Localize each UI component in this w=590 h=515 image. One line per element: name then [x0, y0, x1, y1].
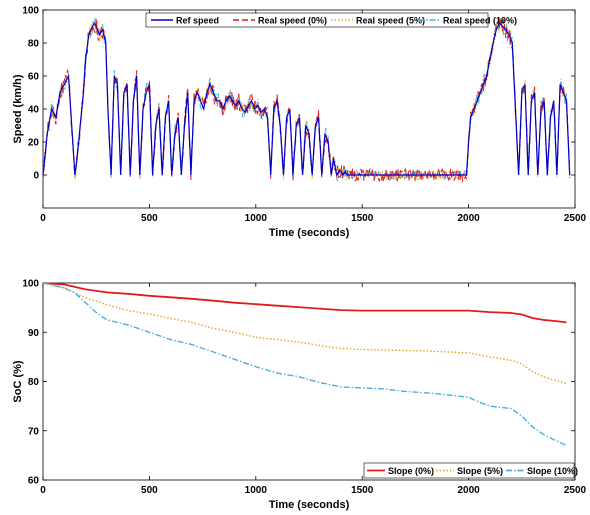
y-tick-label: 70	[28, 426, 40, 437]
x-tick-label: 2000	[457, 485, 480, 496]
speed-chart: 0 500 1000 1500 2000 2500 100 80 60 40 20 0 Time (se…	[12, 6, 587, 240]
series-line-slope-5	[42, 282, 567, 385]
y-tick-label: 100	[22, 279, 39, 290]
y-tick-label: 40	[28, 105, 40, 116]
y-tick-label: 0	[33, 171, 39, 182]
legend-label: Real speed (10%)	[443, 16, 517, 26]
x-tick-label: 2500	[564, 485, 587, 496]
series-line-slope-0	[42, 282, 567, 324]
x-axis-label: Time (seconds)	[269, 227, 350, 239]
series-line-ref-speed	[42, 21, 571, 177]
legend-label: Real speed (5%)	[356, 16, 425, 26]
x-tick-label: 1500	[351, 485, 374, 496]
x-tick-label: 0	[40, 485, 46, 496]
plot-area	[42, 9, 576, 209]
x-tick-label: 1000	[245, 213, 268, 224]
x-tick-label: 500	[141, 485, 158, 496]
x-tick-label: 1000	[245, 485, 268, 496]
y-tick-label: 100	[22, 6, 39, 17]
legend-label: Slope (5%)	[457, 466, 503, 476]
y-tick-label: 80	[28, 377, 40, 388]
legend-box	[363, 462, 575, 479]
x-tick-label: 1500	[351, 213, 374, 224]
plot-area	[42, 282, 576, 481]
legend-box	[145, 12, 489, 28]
x-tick-label: 2500	[564, 213, 587, 224]
y-tick-label: 60	[28, 476, 40, 487]
series-line-slope-10	[42, 282, 567, 447]
x-axis-label: Time (seconds)	[269, 499, 350, 511]
y-axis-label: SoC (%)	[12, 360, 24, 403]
soc-chart: 0 500 1000 1500 2000 2500 100 90 80 70 60 Time (sec…	[12, 279, 587, 512]
legend-label: Slope (10%)	[527, 466, 578, 476]
x-tick-label: 2000	[457, 213, 480, 224]
y-tick-label: 90	[28, 328, 40, 339]
y-tick-label: 80	[28, 39, 40, 50]
x-tick-label: 500	[141, 213, 158, 224]
y-axis-label: Speed (km/h)	[12, 74, 24, 143]
x-tick-label: 0	[40, 213, 46, 224]
legend-label: Real speed (0%)	[258, 16, 327, 26]
y-tick-label: 20	[28, 138, 40, 149]
y-tick-label: 60	[28, 72, 40, 83]
legend-label: Slope (0%)	[388, 466, 434, 476]
legend-label: Ref speed	[176, 16, 219, 26]
